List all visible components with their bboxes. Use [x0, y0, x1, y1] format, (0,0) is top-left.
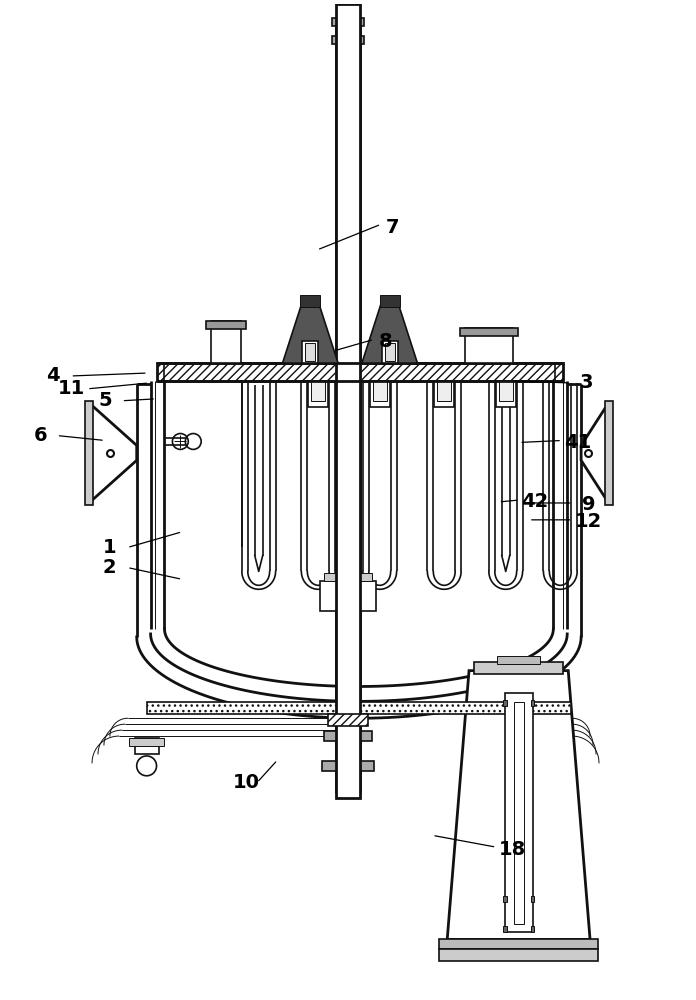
Bar	[336, 4, 360, 798]
Bar	[439, 949, 598, 961]
Bar	[324, 573, 372, 581]
Text: 8: 8	[379, 332, 393, 351]
Text: 10: 10	[233, 773, 260, 792]
Text: 3: 3	[580, 373, 593, 392]
Bar	[206, 321, 246, 329]
Bar	[85, 401, 93, 505]
Bar	[332, 36, 364, 44]
Text: 7: 7	[386, 218, 400, 237]
Bar	[474, 662, 563, 674]
Polygon shape	[362, 302, 418, 363]
Bar	[129, 738, 164, 746]
Bar	[332, 18, 364, 26]
Bar	[530, 896, 535, 902]
Bar	[328, 714, 368, 726]
Bar	[499, 381, 513, 401]
Bar	[322, 761, 374, 771]
Bar	[147, 702, 571, 714]
Bar	[381, 341, 397, 363]
Bar	[311, 381, 325, 401]
Bar	[439, 939, 598, 949]
Text: 1: 1	[103, 538, 117, 557]
Polygon shape	[90, 404, 136, 502]
Bar	[503, 896, 507, 902]
Bar	[308, 381, 328, 407]
Bar	[434, 381, 454, 407]
Text: 18: 18	[499, 840, 526, 859]
Polygon shape	[581, 404, 608, 502]
Bar	[373, 381, 387, 401]
Bar	[320, 581, 376, 611]
Text: 11: 11	[58, 379, 86, 398]
Text: 12: 12	[575, 512, 602, 531]
Text: 2: 2	[103, 558, 117, 577]
Bar	[605, 401, 613, 505]
Bar	[465, 328, 513, 363]
Bar	[460, 328, 518, 336]
Polygon shape	[283, 302, 338, 363]
Text: 5: 5	[98, 391, 112, 410]
Bar	[302, 341, 318, 363]
Bar	[135, 738, 159, 754]
Bar	[301, 295, 320, 307]
Bar	[505, 693, 532, 932]
Bar	[211, 321, 241, 363]
Bar	[324, 731, 372, 741]
Bar	[514, 702, 523, 924]
Bar	[338, 24, 358, 34]
Polygon shape	[448, 671, 590, 939]
Text: 9: 9	[582, 495, 595, 514]
Bar	[497, 656, 541, 664]
Bar	[437, 381, 451, 401]
Bar	[380, 295, 400, 307]
Text: 41: 41	[564, 433, 591, 452]
Bar	[157, 363, 563, 381]
Bar	[530, 700, 535, 706]
Bar	[496, 381, 516, 407]
Bar	[503, 926, 507, 932]
Bar	[385, 343, 395, 361]
Text: 6: 6	[34, 426, 47, 445]
Bar	[503, 700, 507, 706]
Bar	[370, 381, 390, 407]
Text: 42: 42	[521, 492, 548, 511]
Bar	[306, 343, 315, 361]
Bar	[530, 926, 535, 932]
Text: 4: 4	[46, 366, 59, 385]
